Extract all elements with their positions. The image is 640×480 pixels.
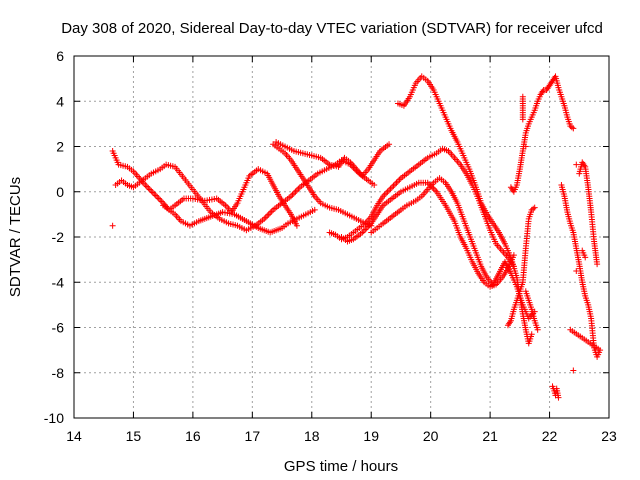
data-point (396, 176, 403, 183)
data-point (573, 267, 580, 274)
y-tick-label: -4 (52, 274, 65, 290)
data-point (567, 326, 574, 333)
data-point (290, 190, 297, 197)
data-point (582, 254, 589, 261)
data-point (152, 192, 159, 199)
data-point (528, 331, 535, 338)
data-point (292, 188, 299, 195)
data-point (371, 181, 378, 188)
y-tick-label: -10 (44, 410, 64, 426)
data-point (519, 93, 526, 100)
data-point (148, 187, 155, 194)
data-point (145, 184, 152, 191)
data-point (570, 367, 577, 374)
data-point (155, 195, 162, 202)
data-point (381, 191, 388, 198)
x-tick-label: 20 (423, 428, 439, 444)
data-point (568, 124, 575, 131)
x-tick-label: 23 (601, 428, 617, 444)
x-tick-label: 22 (542, 428, 558, 444)
data-point (143, 183, 150, 190)
y-axis-title: SDTVAR / TECUs (7, 177, 24, 297)
data-point (392, 181, 398, 188)
data-point (570, 125, 577, 132)
data-point (393, 179, 400, 186)
data-point (146, 186, 153, 193)
x-axis-title: GPS time / hours (284, 458, 398, 475)
data-point (154, 194, 161, 201)
x-tick-label: 19 (363, 428, 379, 444)
chart-title: Day 308 of 2020, Sidereal Day-to-day VTE… (61, 20, 603, 37)
x-tick-label: 18 (304, 428, 320, 444)
data-point (530, 205, 537, 212)
data-point (522, 143, 529, 150)
data-point (383, 190, 390, 197)
data-point (387, 185, 394, 192)
y-tick-label: 0 (56, 184, 64, 200)
data-point (289, 191, 296, 198)
data-point (293, 187, 300, 194)
y-tick-label: 6 (56, 48, 64, 64)
data-point (389, 184, 396, 191)
data-point (311, 206, 318, 213)
x-tick-label: 15 (126, 428, 142, 444)
data-point (594, 261, 601, 268)
data-point (157, 197, 164, 204)
y-tick-label: -6 (52, 320, 65, 336)
data-point (151, 191, 158, 198)
data-point (386, 141, 393, 148)
data-point (534, 326, 541, 333)
data-point (264, 212, 271, 219)
data-point (149, 189, 156, 196)
x-tick-label: 17 (245, 428, 261, 444)
data-layer (109, 73, 604, 401)
data-point (386, 187, 393, 194)
data-point (394, 178, 401, 185)
data-point (573, 161, 580, 168)
tick-layer: 14 15 16 17 18 19 20 21 22 23 -10 -8 -6 -4 -2 0 2 4 6 (44, 48, 617, 444)
data-point (390, 182, 397, 189)
data-point (555, 394, 562, 401)
x-tick-label: 16 (185, 428, 201, 444)
data-point (293, 222, 300, 229)
y-tick-label: 2 (56, 139, 64, 155)
data-point (430, 185, 437, 192)
data-point (158, 198, 165, 205)
y-tick-label: -8 (52, 365, 65, 381)
data-point (432, 187, 439, 194)
data-point (384, 188, 391, 195)
data-point (531, 204, 538, 211)
data-point (109, 222, 116, 229)
y-tick-label: 4 (56, 93, 64, 109)
data-point (295, 185, 302, 192)
data-point (268, 208, 275, 215)
x-tick-label: 21 (482, 428, 498, 444)
data-point (262, 214, 269, 221)
data-point (267, 209, 274, 216)
data-point (265, 211, 272, 218)
x-tick-label: 14 (66, 428, 82, 444)
y-tick-label: -2 (52, 229, 65, 245)
